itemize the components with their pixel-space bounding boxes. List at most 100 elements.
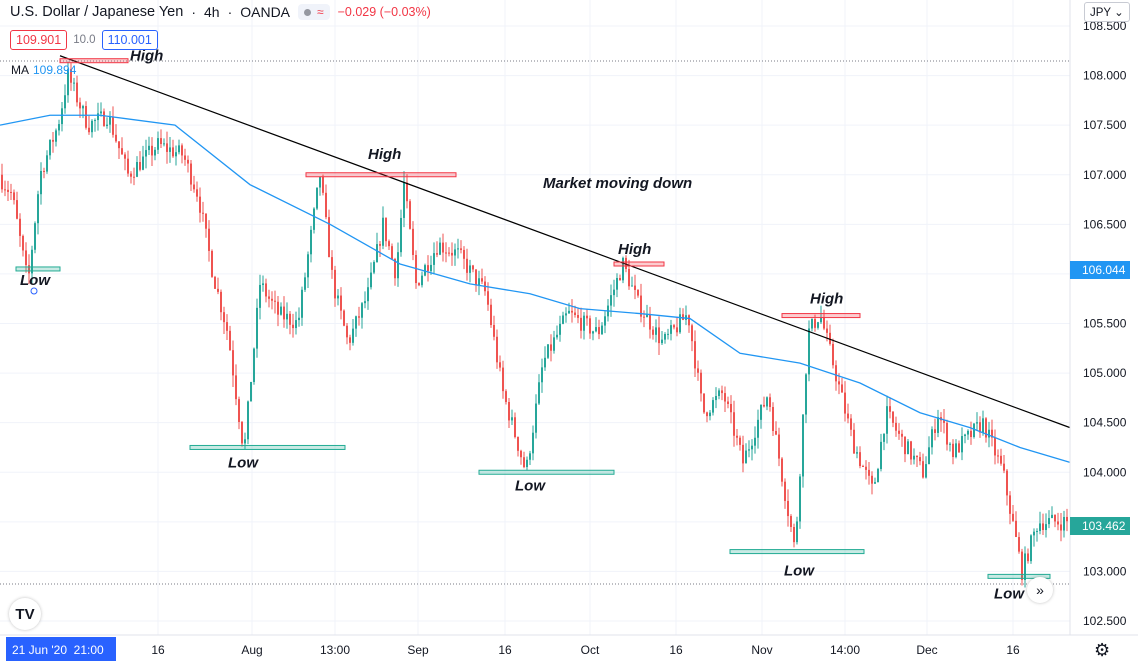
candle-body [238,399,240,422]
candle-body [55,130,57,142]
candle-body [847,413,849,419]
low-label[interactable]: Low [515,477,546,494]
candle-body [748,449,750,451]
candle-body [988,429,990,438]
low-label[interactable]: Low [994,585,1025,602]
candle-body [784,481,786,501]
candle-body [175,152,177,157]
candle-body [1027,553,1029,562]
candle-body [517,437,519,451]
symbol-name[interactable]: U.S. Dollar / Japanese Yen [10,4,184,20]
buy-button[interactable]: 110.001 [101,30,158,50]
interval-label[interactable]: 4h [203,4,220,20]
candle-body [37,194,39,224]
candle-body [472,265,474,270]
low-label[interactable]: Low [20,272,51,289]
high-label[interactable]: High [810,291,843,308]
candle-body [997,455,999,457]
candle-body [289,313,291,325]
time-axis[interactable] [0,635,1138,665]
candle-body [919,457,921,462]
price-tick-label: 103.000 [1083,564,1127,578]
candle-body [412,228,414,255]
currency-selector[interactable]: JPY ⌄ [1084,2,1130,22]
candle-body [700,372,702,394]
candle-body [424,265,426,276]
anchor-handle[interactable] [30,287,38,295]
moving-average-line [0,114,1071,463]
candle-body [118,141,120,149]
candle-body [148,145,150,151]
downtrend-line[interactable] [59,55,1071,429]
resistance-zone[interactable] [305,172,457,178]
low-label[interactable]: Low [228,454,259,471]
candle-body [727,401,729,404]
support-zone[interactable] [987,573,1051,579]
candle-body [280,306,282,315]
high-label[interactable]: High [130,48,163,65]
low-label[interactable]: Low [784,563,815,580]
candle-body [964,434,966,437]
candle-body [886,406,888,434]
support-zone[interactable] [15,266,61,272]
candle-body [853,429,855,454]
candle-body [196,189,198,197]
support-resistance-zones[interactable]: High Low High Low High Low High Low Low [15,48,1051,603]
candle-body [715,396,717,401]
candle-body [955,443,957,458]
candle-body [406,182,408,202]
support-zone[interactable] [729,549,865,555]
price-tick-label: 108.500 [1083,19,1127,33]
candle-body [928,447,930,465]
candle-body [379,244,381,246]
candle-body [649,314,651,330]
candle-body [595,327,597,332]
candle-body [217,288,219,292]
candle-body [868,469,870,476]
sell-button[interactable]: 109.901 [10,30,68,50]
candle-body [277,301,279,315]
candle-body [658,327,660,344]
candle-body [286,313,288,320]
candle-body [31,249,33,274]
candle-body [259,284,261,308]
high-label[interactable]: High [618,241,651,258]
support-zone[interactable] [478,469,615,475]
price-axis-ticks: 108.500 108.000 107.500 107.000 106.500 106.0… [1083,19,1127,628]
candle-body [538,382,540,404]
support-zone[interactable] [189,444,346,450]
resistance-zone[interactable] [613,261,665,267]
scroll-to-realtime-icon[interactable]: » [1027,577,1053,603]
candle-body [232,350,234,376]
candle-body [172,147,174,157]
gear-icon[interactable]: ⚙ [1094,640,1111,660]
ma-legend-label: MA [11,63,29,77]
candle-body [841,384,843,393]
market-status-pill[interactable]: ≈ [298,4,330,20]
resistance-zone[interactable] [59,58,129,64]
candle-body [820,317,822,323]
candle-body [604,316,606,326]
candle-body [124,154,126,159]
resistance-zone[interactable] [781,313,861,319]
candle-body [454,249,456,256]
candle-body [1009,495,1011,514]
tradingview-logo-icon[interactable]: TV [9,598,41,630]
candle-body [958,443,960,453]
chart-header: U.S. Dollar / Japanese Yen · 4h · OANDA … [10,4,431,20]
high-label[interactable]: High [368,146,401,163]
candle-body [19,218,21,236]
price-tick-label: 107.500 [1083,118,1127,132]
ma-legend[interactable]: MA 109.894 [11,63,76,77]
candle-body [769,397,771,407]
market-moving-down-annotation[interactable]: Market moving down [543,175,692,192]
candle-body [877,469,879,483]
candle-body [1063,516,1065,531]
candle-body [790,516,792,528]
candle-body [214,276,216,289]
time-tick-label: 14:00 [830,643,860,657]
candle-body [202,212,204,214]
candle-body [85,106,87,128]
candle-body [682,314,684,320]
